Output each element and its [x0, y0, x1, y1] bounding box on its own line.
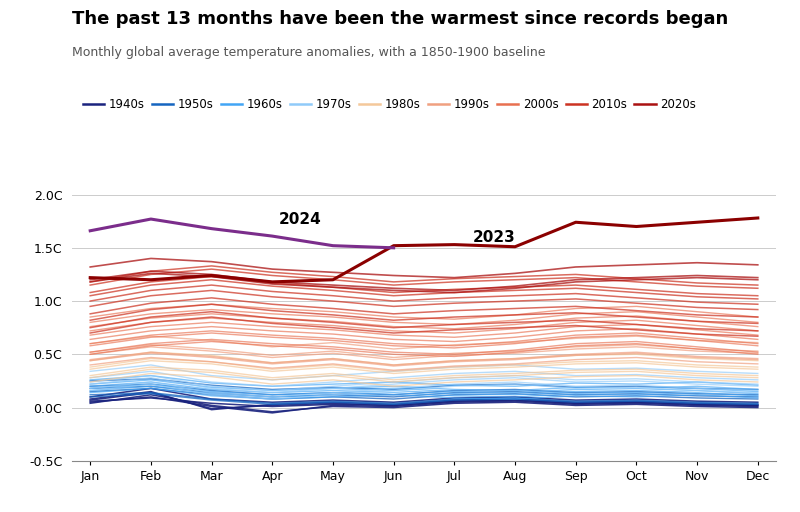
Text: 2023: 2023 — [473, 230, 515, 245]
Text: 2024: 2024 — [278, 212, 321, 227]
Text: Monthly global average temperature anomalies, with a 1850-1900 baseline: Monthly global average temperature anoma… — [72, 46, 546, 59]
Text: The past 13 months have been the warmest since records began: The past 13 months have been the warmest… — [72, 10, 728, 28]
Legend: 1940s, 1950s, 1960s, 1970s, 1980s, 1990s, 2000s, 2010s, 2020s: 1940s, 1950s, 1960s, 1970s, 1980s, 1990s… — [78, 93, 701, 115]
